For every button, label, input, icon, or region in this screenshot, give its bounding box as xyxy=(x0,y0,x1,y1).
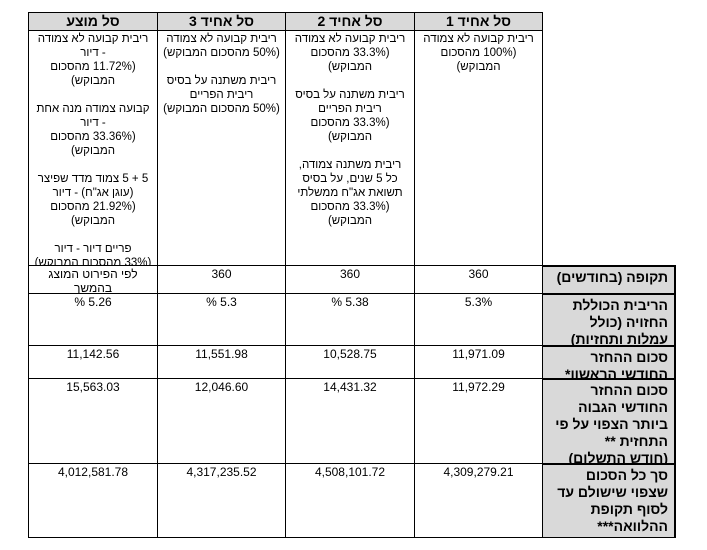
row-label-total-paid: סך כל הסכום שצפוי שישולם עד לסוף תקופת ה… xyxy=(542,463,676,538)
column-header-proposed-basket: סל מוצע xyxy=(28,12,158,31)
description-basket-3: ריבית קבועה לא צמודה (50% מהסכום המבוקש)… xyxy=(157,30,286,266)
first-payment-basket-3: 11,551.98 xyxy=(157,345,286,379)
column-header-basket-3: סל אחיד 3 xyxy=(157,12,286,31)
first-payment-proposed: 11,142.56 xyxy=(28,345,158,379)
period-basket-1: 360 xyxy=(414,265,543,294)
column-header-basket-2: סל אחיד 2 xyxy=(285,12,415,31)
period-basket-2: 360 xyxy=(285,265,415,294)
description-basket-2: ריבית קבועה לא צמודה (33.3% מהסכום המבוק… xyxy=(285,30,415,266)
total-paid-basket-3: 4,317,235.52 xyxy=(157,463,286,538)
rate-basket-2: 5.38 % xyxy=(285,293,415,346)
description-basket-1: ריבית קבועה לא צמודה (100% מהסכום המבוקש… xyxy=(414,30,543,266)
highest-payment-basket-3: 12,046.60 xyxy=(157,378,286,464)
row-label-highest-payment: סכום ההחזר החודשי הגבוה ביותר הצפוי על פ… xyxy=(542,378,676,464)
row-label-first-payment: סכום ההחזר החודשי הראשון* xyxy=(542,345,676,379)
highest-payment-basket-2: 14,431.32 xyxy=(285,378,415,464)
total-paid-basket-2: 4,508,101.72 xyxy=(285,463,415,538)
highest-payment-basket-1: 11,972.29 xyxy=(414,378,543,464)
rate-basket-3: 5.3 % xyxy=(157,293,286,346)
period-basket-3: 360 xyxy=(157,265,286,294)
description-proposed-basket: ריבית קבועה לא צמודה - דיור (11.72% מהסכ… xyxy=(28,30,158,266)
highest-payment-proposed: 15,563.03 xyxy=(28,378,158,464)
first-payment-basket-1: 11,971.09 xyxy=(414,345,543,379)
period-proposed: לפי הפירוט המוצג בהמשך xyxy=(28,265,158,294)
total-paid-proposed: 4,012,581.78 xyxy=(28,463,158,538)
first-payment-basket-2: 10,528.75 xyxy=(285,345,415,379)
column-header-basket-1: סל אחיד 1 xyxy=(414,12,543,31)
row-label-period: תקופה (בחודשים) xyxy=(542,265,676,294)
total-paid-basket-1: 4,309,279.21 xyxy=(414,463,543,538)
rate-proposed: 5.26 % xyxy=(28,293,158,346)
row-label-total-rate: הריבית הכוללת החזויה (כולל עמלות ותחזיות… xyxy=(542,293,676,346)
rate-basket-1: 5.3% xyxy=(414,293,543,346)
